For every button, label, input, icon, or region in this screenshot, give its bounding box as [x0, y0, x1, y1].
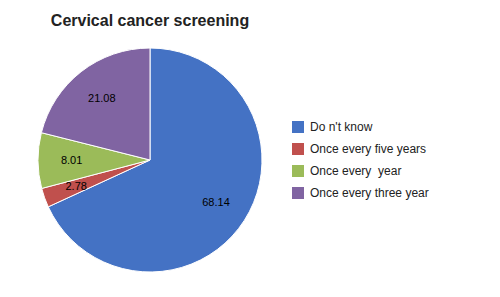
data-label: 21.08 — [88, 92, 116, 104]
data-label: 68.14 — [202, 196, 230, 208]
title: Cervical cancer screening — [51, 12, 249, 29]
slices — [38, 48, 262, 272]
legend-entry: Once every three year — [310, 186, 429, 200]
legend-entry: Once every five years — [310, 142, 426, 156]
data-labels: 68.14 2.78 8.01 21.08 — [61, 92, 230, 208]
data-label: 2.78 — [65, 180, 86, 192]
data-label: 8.01 — [61, 154, 82, 166]
legend-swatch — [292, 165, 304, 177]
legend: Do n't know Once every five years Once eve… — [292, 120, 429, 200]
chart: Cervical cancer screening 68.14 2.78 8.01 21… — [0, 0, 500, 297]
legend-swatch — [292, 121, 304, 133]
legend-entry: Once every year — [310, 164, 401, 178]
legend-swatch — [292, 187, 304, 199]
legend-swatch — [292, 143, 304, 155]
legend-entry: Do n't know — [310, 120, 373, 134]
slice — [41, 48, 150, 160]
